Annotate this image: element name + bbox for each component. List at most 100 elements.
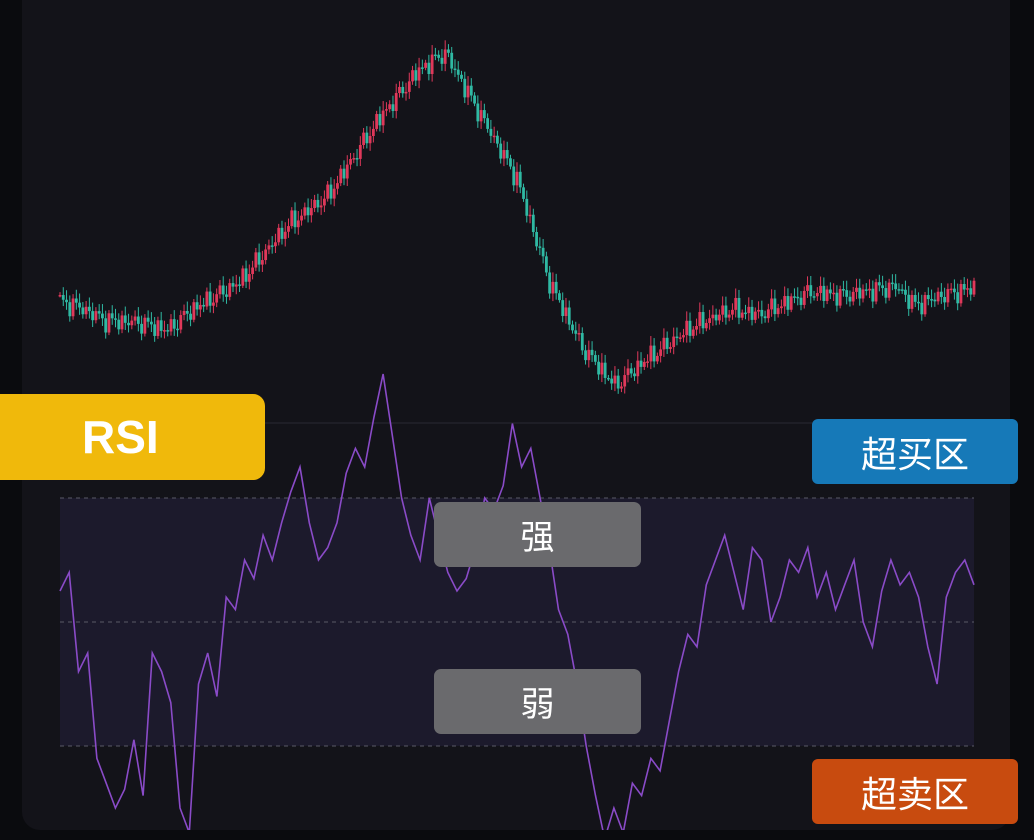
candle-body: [907, 295, 910, 309]
candle-body: [444, 49, 447, 63]
candle-body: [548, 272, 551, 293]
oversold-zone-label: 超卖区: [812, 759, 1018, 824]
candle-body: [166, 330, 169, 332]
candle-body: [898, 289, 901, 291]
candle-body: [516, 172, 519, 186]
candle-body: [362, 133, 365, 145]
candle-body: [744, 313, 747, 315]
candle-body: [587, 350, 590, 360]
candle-body: [620, 386, 623, 388]
candle-body: [662, 338, 665, 350]
candle-body: [467, 86, 470, 98]
candle-body: [858, 288, 861, 299]
candle-body: [104, 318, 107, 332]
candle-body: [330, 185, 333, 199]
candle-body: [59, 295, 62, 297]
candle-body: [718, 315, 721, 321]
candle-body: [633, 373, 636, 376]
candle-body: [659, 349, 662, 355]
candle-body: [881, 285, 884, 288]
candle-body: [137, 317, 140, 324]
candle-body: [826, 289, 829, 300]
candle-body: [773, 299, 776, 315]
candle-body: [209, 292, 212, 306]
candle-body: [88, 307, 91, 311]
candle-body: [346, 165, 349, 179]
candle-body: [545, 256, 548, 272]
candle-body: [140, 324, 143, 334]
candle-body: [953, 289, 956, 293]
candle-body: [326, 185, 329, 199]
candle-body: [303, 207, 306, 215]
candle-body: [176, 329, 179, 331]
candle-body: [917, 302, 920, 304]
candle-body: [578, 333, 581, 335]
candle-body: [819, 286, 822, 293]
candle-body: [708, 318, 711, 323]
candle-body: [764, 316, 767, 318]
candle-body: [960, 284, 963, 303]
candle-body: [300, 216, 303, 221]
candle-body: [68, 302, 71, 316]
candle-body: [414, 70, 417, 80]
candle-body: [78, 303, 81, 308]
candle-body: [793, 296, 796, 298]
candle-body: [783, 296, 786, 306]
candle-body: [196, 302, 199, 309]
candle-body: [264, 249, 267, 260]
candle-body: [822, 286, 825, 301]
candle-body: [352, 158, 355, 160]
candle-body: [787, 296, 790, 310]
candle-body: [101, 314, 104, 319]
price-candles: [59, 40, 976, 394]
candle-body: [450, 53, 453, 69]
candle-body: [855, 288, 858, 292]
candle-body: [584, 350, 587, 360]
candle-body: [205, 292, 208, 307]
candle-body: [117, 320, 120, 330]
candle-body: [431, 55, 434, 74]
candle-body: [75, 298, 78, 302]
candle-body: [111, 313, 114, 318]
candle-body: [760, 310, 763, 316]
candle-body: [356, 158, 359, 160]
candle-body: [173, 319, 176, 328]
candle-body: [108, 313, 111, 332]
candle-body: [878, 282, 881, 285]
candle-body: [310, 208, 313, 215]
candle-body: [261, 260, 264, 265]
candle-body: [294, 210, 297, 227]
candle-body: [937, 292, 940, 302]
candle-body: [565, 307, 568, 316]
candle-body: [382, 111, 385, 126]
candle-body: [852, 292, 855, 302]
candle-body: [780, 306, 783, 308]
candle-body: [832, 293, 835, 295]
candle-body: [946, 289, 949, 302]
candle-body: [499, 144, 502, 159]
candle-body: [365, 133, 368, 144]
candle-body: [679, 337, 682, 339]
candle-body: [627, 368, 630, 375]
candle-body: [290, 210, 293, 226]
candle-body: [672, 337, 675, 347]
candle-body: [558, 293, 561, 300]
candle-body: [698, 312, 701, 326]
candle-body: [568, 307, 571, 324]
candle-body: [754, 312, 757, 320]
candle-body: [597, 362, 600, 375]
candle-body: [542, 248, 545, 257]
candle-body: [555, 282, 558, 293]
candle-body: [636, 361, 639, 377]
candle-body: [212, 303, 215, 306]
candle-body: [153, 324, 156, 336]
candle-body: [392, 104, 395, 111]
candle-body: [911, 295, 914, 309]
candle-body: [202, 305, 205, 307]
candle-body: [591, 350, 594, 355]
candle-body: [666, 338, 669, 349]
candle-body: [920, 303, 923, 315]
candle-body: [862, 289, 865, 298]
candle-body: [884, 288, 887, 298]
candle-body: [124, 315, 127, 322]
